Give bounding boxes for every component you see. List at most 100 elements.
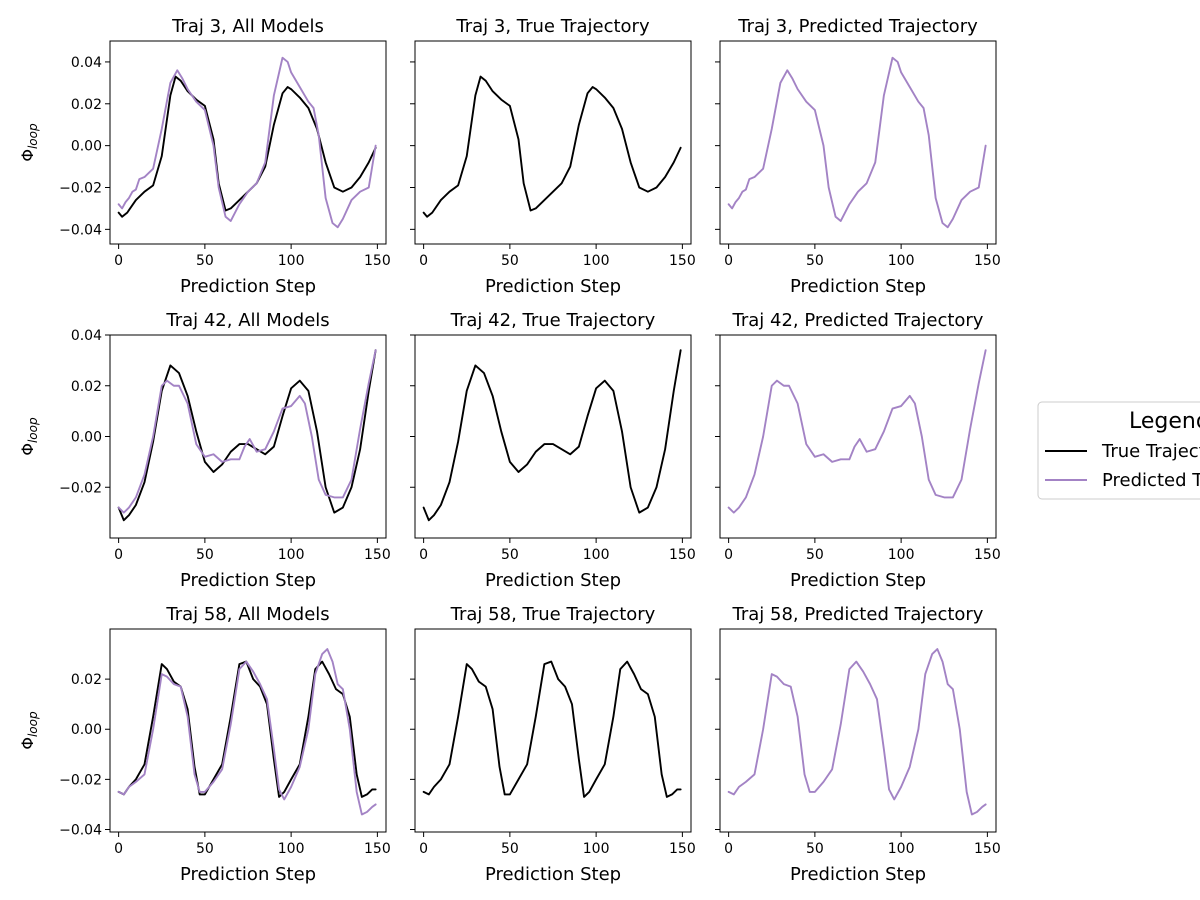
x-tick-label: 150	[974, 547, 1001, 563]
legend: Legend True Trajectory Predicted Traject…	[1037, 401, 1200, 500]
x-tick-label: 100	[278, 547, 305, 563]
x-axis-label: Prediction Step	[180, 570, 316, 591]
y-axis-label: Φloop	[18, 417, 40, 456]
x-tick-label: 100	[583, 253, 610, 269]
y-tick-label: 0.00	[71, 139, 102, 155]
x-axis-label: Prediction Step	[790, 864, 926, 885]
x-tick-label: 150	[669, 547, 696, 563]
series-line-predicted-trajectory	[117, 56, 377, 229]
subplot-4: Traj 42, All Models 0 50 100 150 −0.02 0.00 0.0…	[18, 310, 391, 591]
axes-frame	[109, 628, 387, 833]
y-tick-label: 0.00	[71, 722, 102, 738]
y-tick-label: 0.02	[71, 672, 102, 688]
x-tick-label: 0	[724, 841, 733, 857]
series-line-true-trajectory	[422, 660, 682, 798]
subplot-title: Traj 58, True Trajectory	[450, 604, 656, 625]
x-tick-label: 100	[278, 253, 305, 269]
series-line-predicted-trajectory	[117, 349, 377, 514]
x-axis-label: Prediction Step	[485, 570, 621, 591]
subplot-2: Traj 3, True Trajectory 0 50 100 150 Predicti…	[410, 16, 696, 297]
series-line-true-trajectory	[422, 349, 682, 522]
y-tick-label: 0.04	[71, 55, 102, 71]
x-axis-label: Prediction Step	[485, 864, 621, 885]
x-tick-label: 0	[724, 253, 733, 269]
x-tick-label: 100	[278, 841, 305, 857]
axes-frame	[719, 334, 997, 539]
legend-label-true: True Trajectory	[1101, 441, 1200, 462]
y-axis-label: Φloop	[18, 123, 40, 162]
y-tick-label: 0.02	[71, 379, 102, 395]
x-tick-label: 0	[419, 253, 428, 269]
x-tick-label: 150	[669, 253, 696, 269]
x-tick-label: 0	[724, 547, 733, 563]
x-axis-label: Prediction Step	[180, 276, 316, 297]
subplot-6: Traj 42, Predicted Trajectory 0 50 100 150 Pr…	[715, 310, 1001, 591]
series-line-true-trajectory	[117, 349, 377, 522]
subplot-title: Traj 3, Predicted Trajectory	[737, 16, 978, 37]
y-tick-label: 0.04	[71, 328, 102, 344]
subplot-title: Traj 42, Predicted Trajectory	[732, 310, 984, 331]
subplot-8: Traj 58, True Trajectory 0 50 100 150 Predict…	[410, 604, 696, 885]
x-tick-label: 50	[196, 253, 214, 269]
subplot-9: Traj 58, Predicted Trajectory 0 50 100 150 Pr…	[715, 604, 1001, 885]
y-axis-label-subscript: loop	[26, 711, 40, 737]
axes-frame	[414, 628, 692, 833]
y-axis-label-symbol: Φ	[18, 443, 37, 456]
y-tick-label: −0.02	[59, 180, 102, 196]
subplot-title: Traj 3, True Trajectory	[455, 16, 650, 37]
subplot-1: Traj 3, All Models 0 50 100 150 −0.04 −0.02 0.0…	[18, 16, 391, 297]
x-tick-label: 150	[364, 547, 391, 563]
x-tick-label: 0	[419, 841, 428, 857]
series-line-true-trajectory	[422, 75, 682, 218]
series-line-true-trajectory	[117, 660, 377, 798]
x-tick-label: 0	[114, 841, 123, 857]
series-line-predicted-trajectory	[727, 349, 987, 514]
y-tick-label: −0.04	[59, 822, 102, 838]
x-tick-label: 100	[583, 547, 610, 563]
y-axis-label-subscript: loop	[26, 417, 40, 443]
x-tick-label: 100	[888, 547, 915, 563]
x-tick-label: 100	[888, 841, 915, 857]
series-line-predicted-trajectory	[727, 648, 987, 816]
subplot-title: Traj 58, All Models	[165, 604, 329, 625]
x-tick-label: 50	[196, 841, 214, 857]
axes-frame	[109, 334, 387, 539]
x-axis-label: Prediction Step	[180, 864, 316, 885]
y-axis-label-symbol: Φ	[18, 149, 37, 162]
subplot-7: Traj 58, All Models 0 50 100 150 −0.04 −0.02 0.…	[18, 604, 391, 885]
y-axis-label-symbol: Φ	[18, 737, 37, 750]
subplot-title: Traj 58, Predicted Trajectory	[732, 604, 984, 625]
y-tick-label: 0.00	[71, 430, 102, 446]
subplot-3: Traj 3, Predicted Trajectory 0 50 100 150 Pre…	[715, 16, 1001, 297]
axes-frame	[414, 40, 692, 245]
x-axis-label: Prediction Step	[790, 570, 926, 591]
x-tick-label: 50	[196, 547, 214, 563]
y-tick-label: −0.02	[59, 480, 102, 496]
legend-label-predicted: Predicted Trajectory	[1102, 470, 1200, 491]
y-axis-label: Φloop	[18, 711, 40, 750]
y-tick-label: 0.02	[71, 97, 102, 113]
axes-frame	[109, 40, 387, 245]
axes-frame	[719, 40, 997, 245]
x-tick-label: 0	[114, 253, 123, 269]
x-tick-label: 0	[419, 547, 428, 563]
y-tick-label: −0.04	[59, 222, 102, 238]
subplot-title: Traj 42, All Models	[165, 310, 329, 331]
x-axis-label: Prediction Step	[485, 276, 621, 297]
x-tick-label: 0	[114, 547, 123, 563]
x-tick-label: 50	[501, 253, 519, 269]
x-tick-label: 50	[806, 253, 824, 269]
series-line-predicted-trajectory	[727, 56, 987, 229]
series-line-true-trajectory	[117, 75, 377, 218]
y-axis-label-subscript: loop	[26, 123, 40, 149]
axes-frame	[719, 628, 997, 833]
legend-title: Legend	[1129, 409, 1200, 434]
x-tick-label: 100	[888, 253, 915, 269]
x-tick-label: 100	[583, 841, 610, 857]
x-tick-label: 50	[501, 547, 519, 563]
subplot-5: Traj 42, True Trajectory 0 50 100 150 Predict…	[410, 310, 696, 591]
subplot-title: Traj 3, All Models	[171, 16, 324, 37]
x-tick-label: 50	[806, 841, 824, 857]
subplot-title: Traj 42, True Trajectory	[450, 310, 656, 331]
